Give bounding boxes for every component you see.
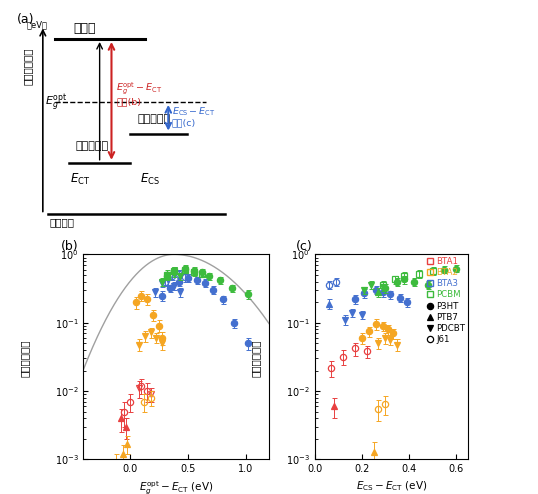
Text: 激发态: 激发态: [74, 22, 96, 36]
Text: $E_g^{\mathrm{opt}}-E_{\mathrm{CT}}$: $E_g^{\mathrm{opt}}-E_{\mathrm{CT}}$: [116, 81, 162, 96]
Text: (a): (a): [17, 13, 34, 26]
Text: $E_{\mathrm{CS}}$: $E_{\mathrm{CS}}$: [140, 172, 160, 187]
X-axis label: $E_{\mathrm{CS}} - E_{\mathrm{CT}}$ (eV): $E_{\mathrm{CS}} - E_{\mathrm{CT}}$ (eV): [356, 480, 427, 494]
Text: 下图(c): 下图(c): [172, 119, 196, 127]
Text: $E_{\mathrm{CT}}$: $E_{\mathrm{CT}}$: [70, 172, 90, 187]
X-axis label: $E_g^{\mathrm{opt}} - E_{\mathrm{CT}}$ (eV): $E_g^{\mathrm{opt}} - E_{\mathrm{CT}}$ (…: [139, 480, 214, 494]
Text: 电荷转移态: 电荷转移态: [76, 141, 109, 151]
Text: （eV）: （eV）: [26, 20, 47, 29]
Text: 电子态的能量: 电子态的能量: [23, 47, 32, 85]
Text: 电荷生成效率: 电荷生成效率: [19, 339, 29, 377]
Legend: BTA1, BTA2, BTA3, PCBM, P3HT, PTB7, PDCBT, J61: BTA1, BTA2, BTA3, PCBM, P3HT, PTB7, PDCB…: [426, 256, 466, 345]
Text: 基底状态: 基底状态: [50, 218, 75, 228]
Text: 电荷生成效率: 电荷生成效率: [251, 339, 260, 377]
Text: 自由电荷态: 自由电荷态: [138, 114, 171, 124]
Text: (b): (b): [61, 240, 79, 253]
Text: 下图(b): 下图(b): [116, 97, 141, 106]
Text: (c): (c): [296, 240, 313, 253]
Text: $E_g^{\mathrm{opt}}$: $E_g^{\mathrm{opt}}$: [45, 93, 68, 115]
Text: $E_{\mathrm{CS}}-E_{\mathrm{CT}}$: $E_{\mathrm{CS}}-E_{\mathrm{CT}}$: [172, 105, 215, 118]
